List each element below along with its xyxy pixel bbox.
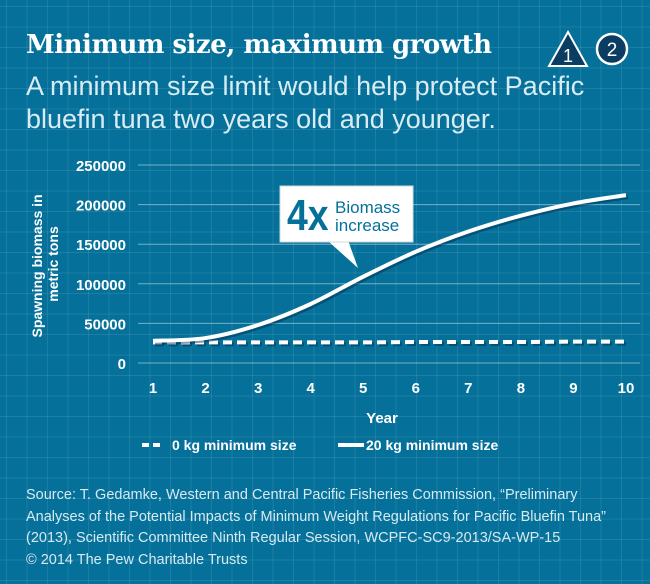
- y-axis-label-line: metric tons: [45, 226, 61, 302]
- x-tick-label: 5: [359, 380, 367, 397]
- annotation-line2: increase: [335, 216, 399, 235]
- legend-label-20kg: 20 kg minimum size: [366, 437, 498, 453]
- x-tick-labels: 1 2 3 4 5 6 7 8 9 10: [149, 380, 635, 397]
- legend-label-0kg: 0 kg minimum size: [172, 437, 297, 453]
- triangle-badge-icon: 1: [547, 29, 589, 67]
- badge-1-label: 1: [563, 46, 573, 66]
- source-note: Source: T. Gedamke, Western and Central …: [26, 485, 646, 571]
- series-shadow: [155, 341, 629, 347]
- copyright: © 2014 The Pew Charitable Trusts: [26, 551, 248, 568]
- x-tick-label: 2: [201, 380, 209, 397]
- x-tick-label: 9: [569, 380, 577, 397]
- series-shadow: [154, 195, 629, 345]
- x-tick-label: 1: [149, 380, 157, 397]
- line-chart: 0 50000 100000 150000 200000 250000 1 2 3 4 5 6 7 8 9…: [29, 158, 640, 453]
- source-line: (2013), Scientific Committee Ninth Regul…: [26, 530, 561, 546]
- series-line-0kg: [153, 339, 627, 345]
- y-axis-label: Spawning biomass in metric tons: [29, 190, 61, 337]
- x-tick-label: 7: [464, 380, 472, 397]
- x-tick-label: 8: [517, 380, 525, 397]
- y-tick-label: 100000: [76, 277, 126, 294]
- subtitle-line: bluefin tuna two years old and younger.: [26, 104, 496, 134]
- source-line: Analyses of the Potential Impacts of Min…: [26, 508, 607, 525]
- y-tick-label: 250000: [76, 158, 126, 175]
- y-tick-label: 0: [118, 356, 126, 373]
- x-tick-label: 10: [618, 380, 635, 397]
- series-line-20kg: [152, 193, 627, 343]
- badge-icons: 1 2: [547, 29, 629, 67]
- x-tick-label: 3: [254, 380, 262, 397]
- chart-title: Minimum size, maximum growth: [26, 30, 492, 60]
- x-tick-label: 4: [306, 380, 315, 397]
- annotation-line1: Biomass: [335, 198, 400, 217]
- y-axis-label-line: Spawning biomass in: [29, 194, 45, 337]
- subtitle-line: A minimum size limit would help protect …: [26, 71, 585, 101]
- y-tick-label: 200000: [76, 198, 126, 215]
- annotation-big: 4x: [287, 190, 329, 240]
- badge-2-label: 2: [607, 40, 618, 61]
- source-line: Source: T. Gedamke, Western and Central …: [26, 487, 578, 503]
- y-tick-label: 50000: [84, 316, 126, 333]
- x-axis-label: Year: [366, 410, 398, 427]
- y-tick-label: 150000: [76, 237, 126, 254]
- circle-badge-icon: 2: [595, 32, 629, 66]
- x-tick-label: 6: [412, 380, 420, 397]
- legend: 0 kg minimum size 20 kg minimum size: [142, 437, 498, 453]
- series-lines: [152, 193, 629, 347]
- subtitle: A minimum size limit would help protect …: [26, 70, 626, 136]
- y-tick-labels: 0 50000 100000 150000 200000 250000: [76, 158, 126, 373]
- gridlines: [138, 164, 640, 364]
- annotation-callout: 4x Biomass increase: [279, 185, 414, 268]
- badges: 1 2: [546, 29, 636, 74]
